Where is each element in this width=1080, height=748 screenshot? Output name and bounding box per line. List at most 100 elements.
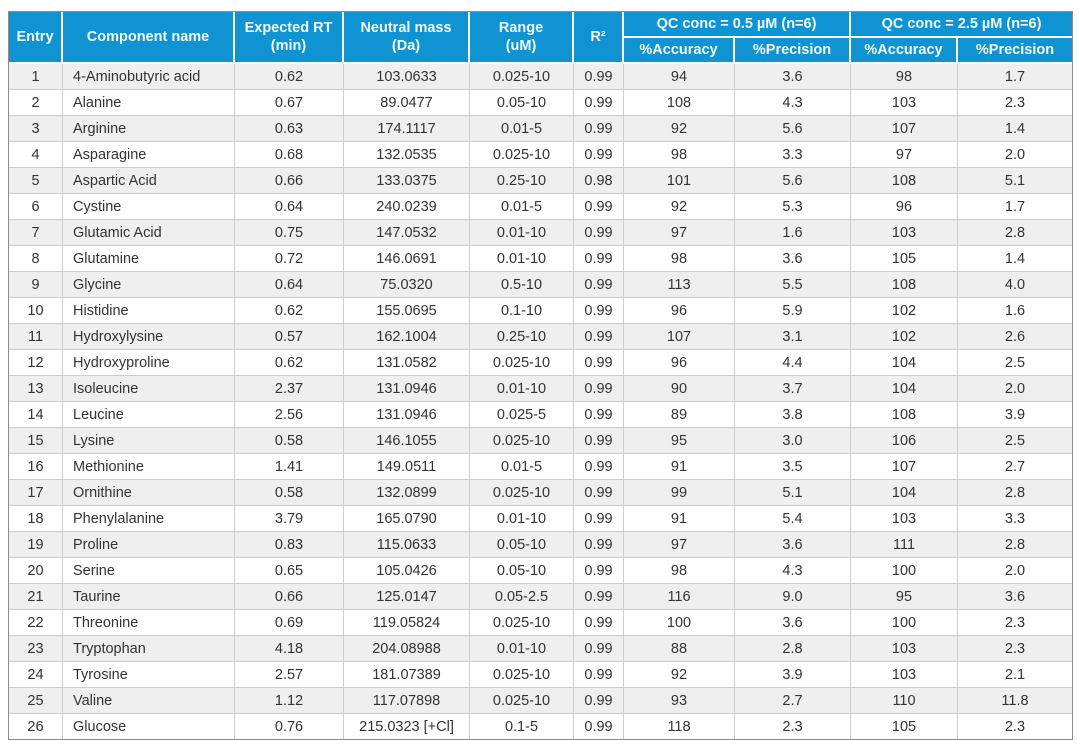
cell-component: Valine bbox=[63, 688, 235, 714]
cell-accuracy-2-5: 103 bbox=[851, 90, 958, 116]
table-row: 4 Asparagine 0.68 132.0535 0.025-10 0.99 98 3.3… bbox=[9, 142, 1072, 168]
cell-neutral-mass: 75.0320 bbox=[344, 272, 470, 298]
cell-r-squared: 0.99 bbox=[574, 714, 624, 739]
cell-neutral-mass: 131.0946 bbox=[344, 376, 470, 402]
cell-neutral-mass: 89.0477 bbox=[344, 90, 470, 116]
cell-accuracy-0-5: 90 bbox=[624, 376, 735, 402]
cell-accuracy-2-5: 111 bbox=[851, 532, 958, 558]
cell-r-squared: 0.99 bbox=[574, 350, 624, 376]
table-row: 7 Glutamic Acid 0.75 147.0532 0.01-10 0.99 97 1… bbox=[9, 220, 1072, 246]
cell-expected-rt: 0.68 bbox=[235, 142, 344, 168]
cell-entry: 26 bbox=[9, 714, 63, 739]
cell-range: 0.01-10 bbox=[470, 506, 574, 532]
cell-precision-0-5: 3.6 bbox=[735, 64, 851, 90]
table-row: 24 Tyrosine 2.57 181.07389 0.025-10 0.99 92 3.9… bbox=[9, 662, 1072, 688]
cell-accuracy-2-5: 108 bbox=[851, 272, 958, 298]
cell-entry: 9 bbox=[9, 272, 63, 298]
cell-range: 0.025-10 bbox=[470, 350, 574, 376]
cell-range: 0.025-10 bbox=[470, 480, 574, 506]
cell-range: 0.01-10 bbox=[470, 376, 574, 402]
cell-expected-rt: 0.62 bbox=[235, 350, 344, 376]
cell-precision-2-5: 2.6 bbox=[958, 324, 1072, 350]
cell-neutral-mass: 117.07898 bbox=[344, 688, 470, 714]
cell-component: Hydroxylysine bbox=[63, 324, 235, 350]
cell-precision-0-5: 5.9 bbox=[735, 298, 851, 324]
cell-expected-rt: 0.62 bbox=[235, 64, 344, 90]
cell-component: Phenylalanine bbox=[63, 506, 235, 532]
cell-precision-0-5: 3.8 bbox=[735, 402, 851, 428]
table-row: 12 Hydroxyproline 0.62 131.0582 0.025-10 0.99… bbox=[9, 350, 1072, 376]
cell-component: 4-Aminobutyric acid bbox=[63, 64, 235, 90]
cell-accuracy-2-5: 107 bbox=[851, 116, 958, 142]
cell-precision-2-5: 3.3 bbox=[958, 506, 1072, 532]
cell-precision-0-5: 5.1 bbox=[735, 480, 851, 506]
cell-component: Proline bbox=[63, 532, 235, 558]
cell-accuracy-0-5: 113 bbox=[624, 272, 735, 298]
cell-accuracy-2-5: 97 bbox=[851, 142, 958, 168]
col-header-expected-rt: Expected RT (min) bbox=[235, 12, 344, 64]
table-row: 1 4-Aminobutyric acid 0.62 103.0633 0.025-10… bbox=[9, 64, 1072, 90]
cell-accuracy-0-5: 98 bbox=[624, 246, 735, 272]
cell-neutral-mass: 240.0239 bbox=[344, 194, 470, 220]
cell-accuracy-2-5: 102 bbox=[851, 298, 958, 324]
cell-range: 0.025-10 bbox=[470, 688, 574, 714]
cell-accuracy-2-5: 103 bbox=[851, 220, 958, 246]
table-row: 9 Glycine 0.64 75.0320 0.5-10 0.99 113 5.5 108 4.… bbox=[9, 272, 1072, 298]
cell-component: Glutamine bbox=[63, 246, 235, 272]
cell-precision-2-5: 2.5 bbox=[958, 428, 1072, 454]
col-header-precision-0-5: %Precision bbox=[735, 38, 851, 64]
cell-neutral-mass: 115.0633 bbox=[344, 532, 470, 558]
cell-range: 0.01-5 bbox=[470, 116, 574, 142]
cell-precision-0-5: 3.6 bbox=[735, 246, 851, 272]
cell-precision-0-5: 3.5 bbox=[735, 454, 851, 480]
table-row: 5 Aspartic Acid 0.66 133.0375 0.25-10 0.98 101… bbox=[9, 168, 1072, 194]
cell-entry: 25 bbox=[9, 688, 63, 714]
cell-range: 0.5-10 bbox=[470, 272, 574, 298]
cell-accuracy-0-5: 108 bbox=[624, 90, 735, 116]
table-row: 13 Isoleucine 2.37 131.0946 0.01-10 0.99 90 3.7… bbox=[9, 376, 1072, 402]
cell-expected-rt: 4.18 bbox=[235, 636, 344, 662]
cell-neutral-mass: 174.1117 bbox=[344, 116, 470, 142]
cell-component: Glutamic Acid bbox=[63, 220, 235, 246]
cell-range: 0.05-10 bbox=[470, 532, 574, 558]
cell-range: 0.05-2.5 bbox=[470, 584, 574, 610]
cell-accuracy-2-5: 105 bbox=[851, 246, 958, 272]
cell-precision-2-5: 2.3 bbox=[958, 610, 1072, 636]
cell-neutral-mass: 131.0582 bbox=[344, 350, 470, 376]
cell-component: Alanine bbox=[63, 90, 235, 116]
cell-range: 0.1-5 bbox=[470, 714, 574, 739]
cell-accuracy-0-5: 96 bbox=[624, 298, 735, 324]
cell-neutral-mass: 133.0375 bbox=[344, 168, 470, 194]
cell-expected-rt: 0.62 bbox=[235, 298, 344, 324]
cell-expected-rt: 0.67 bbox=[235, 90, 344, 116]
cell-neutral-mass: 131.0946 bbox=[344, 402, 470, 428]
cell-range: 0.025-10 bbox=[470, 662, 574, 688]
cell-precision-0-5: 2.7 bbox=[735, 688, 851, 714]
cell-precision-2-5: 4.0 bbox=[958, 272, 1072, 298]
cell-neutral-mass: 155.0695 bbox=[344, 298, 470, 324]
cell-r-squared: 0.99 bbox=[574, 584, 624, 610]
cell-neutral-mass: 215.0323 [+Cl] bbox=[344, 714, 470, 739]
table-row: 20 Serine 0.65 105.0426 0.05-10 0.99 98 4.3 100 2… bbox=[9, 558, 1072, 584]
cell-precision-0-5: 4.3 bbox=[735, 90, 851, 116]
cell-expected-rt: 0.63 bbox=[235, 116, 344, 142]
cell-component: Tryptophan bbox=[63, 636, 235, 662]
cell-accuracy-2-5: 110 bbox=[851, 688, 958, 714]
col-header-precision-2-5: %Precision bbox=[958, 38, 1072, 64]
cell-r-squared: 0.99 bbox=[574, 688, 624, 714]
cell-component: Glucose bbox=[63, 714, 235, 739]
cell-accuracy-2-5: 102 bbox=[851, 324, 958, 350]
cell-precision-2-5: 2.1 bbox=[958, 662, 1072, 688]
table-row: 19 Proline 0.83 115.0633 0.05-10 0.99 97 3.6 111… bbox=[9, 532, 1072, 558]
cell-neutral-mass: 147.0532 bbox=[344, 220, 470, 246]
cell-accuracy-0-5: 96 bbox=[624, 350, 735, 376]
cell-entry: 14 bbox=[9, 402, 63, 428]
cell-accuracy-0-5: 93 bbox=[624, 688, 735, 714]
cell-neutral-mass: 162.1004 bbox=[344, 324, 470, 350]
cell-expected-rt: 2.37 bbox=[235, 376, 344, 402]
table-row: 8 Glutamine 0.72 146.0691 0.01-10 0.99 98 3.6 10… bbox=[9, 246, 1072, 272]
cell-r-squared: 0.99 bbox=[574, 402, 624, 428]
cell-component: Glycine bbox=[63, 272, 235, 298]
cell-accuracy-0-5: 116 bbox=[624, 584, 735, 610]
